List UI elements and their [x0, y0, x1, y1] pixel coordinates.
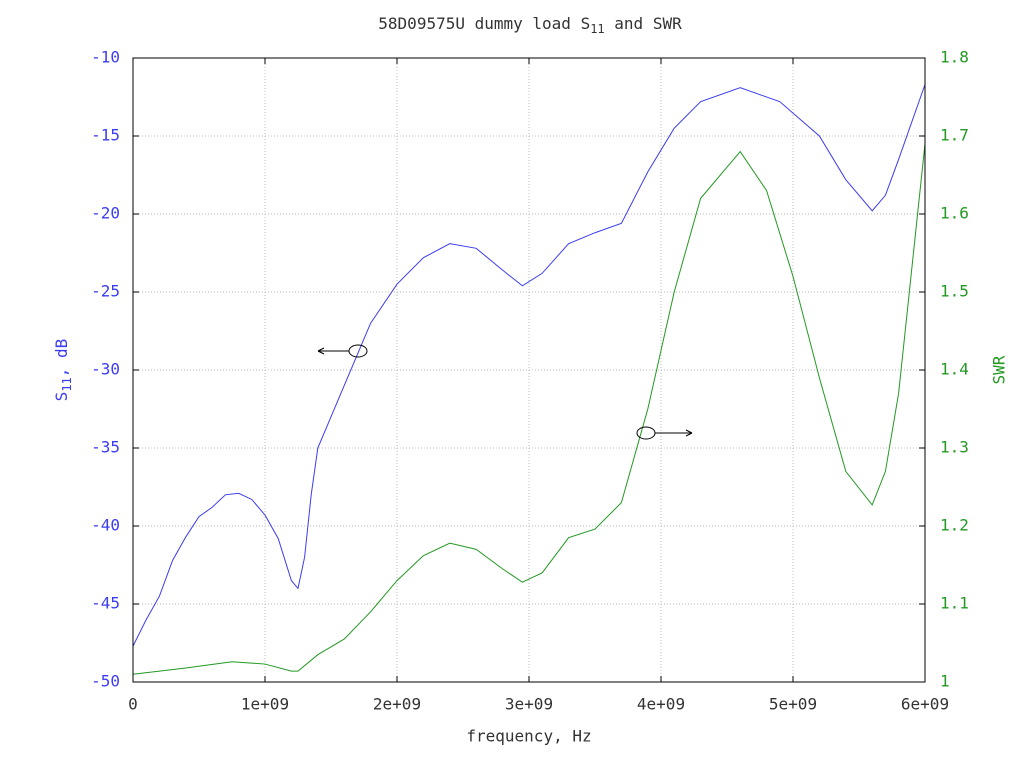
x-tick-label: 2e+09 — [373, 695, 421, 714]
y2-tick-label: 1.1 — [940, 594, 969, 613]
x-tick-label: 0 — [128, 695, 138, 714]
ylabel-part: S — [52, 392, 71, 402]
arrow-head — [317, 347, 325, 355]
y-tick-label: -25 — [91, 282, 120, 301]
annotation-ellipse — [636, 426, 656, 440]
y2-tick-label: 1.7 — [940, 126, 969, 145]
plot — [132, 84, 926, 675]
x-tick-label: 4e+09 — [637, 695, 685, 714]
y-tick-label: -40 — [91, 516, 120, 535]
x-tick-label: 3e+09 — [505, 695, 553, 714]
title-part: and SWR — [605, 14, 682, 33]
y2-tick-label: 1.5 — [940, 282, 969, 301]
annotation-left — [317, 344, 368, 358]
ylabel-subscript: 11 — [60, 377, 74, 391]
x-tick-label: 1e+09 — [241, 695, 289, 714]
y2-tick-label: 1.3 — [940, 438, 969, 457]
y2-tick-label: 1.4 — [940, 360, 969, 379]
y-tick-label: -45 — [91, 594, 120, 613]
chart-title: 58D09575U dummy load S11 and SWR — [378, 14, 682, 36]
title-subscript: 11 — [590, 22, 604, 36]
y2-tick-label: 1 — [940, 672, 950, 691]
y-tick-label: -30 — [91, 360, 120, 379]
arrow-head — [685, 429, 693, 437]
title-part: 58D09575U dummy load S — [378, 14, 590, 33]
y2-tick-label: 1.6 — [940, 204, 969, 223]
annotation-ellipse — [348, 344, 368, 358]
ylabel-part: , dB — [52, 339, 71, 378]
plot-frame — [132, 57, 926, 683]
y2-tick-label: 1.8 — [940, 48, 969, 67]
y-tick-label: -35 — [91, 438, 120, 457]
series-line — [132, 84, 926, 647]
y-tick-label: -20 — [91, 204, 120, 223]
y-tick-label: -10 — [91, 48, 120, 67]
grid — [132, 57, 926, 683]
y-axis-label: S11, dB — [52, 339, 74, 402]
y2-tick-label: 1.2 — [940, 516, 969, 535]
y2-axis-label: SWR — [990, 355, 1009, 384]
series-line — [132, 143, 926, 675]
x-tick-label: 6e+09 — [901, 695, 949, 714]
x-tick-label: 5e+09 — [769, 695, 817, 714]
x-axis-label: frequency, Hz — [466, 727, 591, 746]
y-tick-label: -15 — [91, 126, 120, 145]
annotation-right — [636, 426, 693, 440]
y-tick-label: -50 — [91, 672, 120, 691]
